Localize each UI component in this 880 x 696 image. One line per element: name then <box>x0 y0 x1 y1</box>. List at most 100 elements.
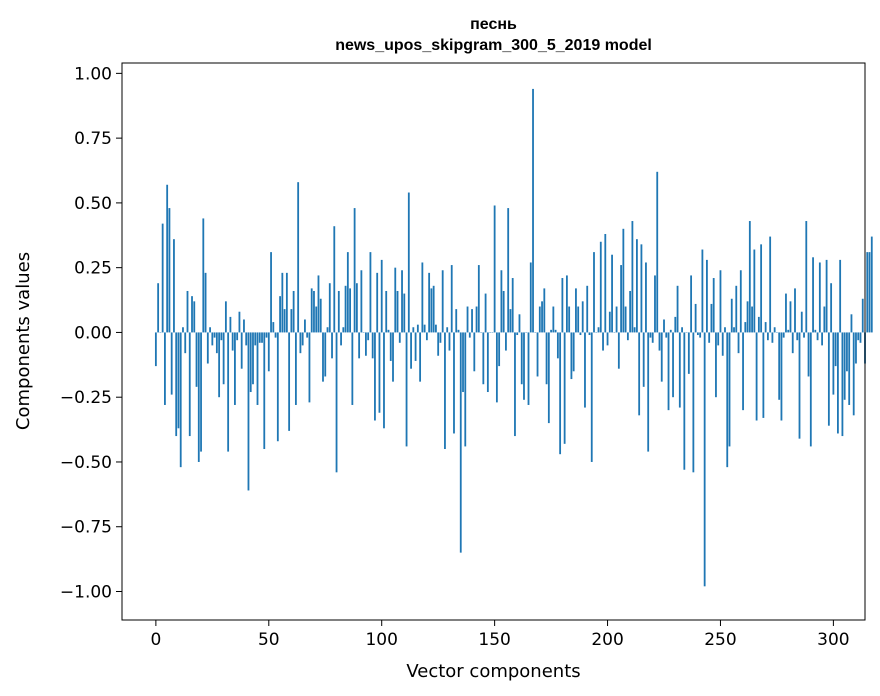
bar-172 <box>543 288 546 333</box>
bar-42 <box>249 332 252 393</box>
bar-185 <box>572 332 575 372</box>
bar-294 <box>818 262 821 333</box>
bar-310 <box>855 332 857 364</box>
bar-24 <box>209 327 211 333</box>
bar-124 <box>435 324 437 333</box>
bar-26 <box>213 332 216 338</box>
bar-73 <box>319 298 322 333</box>
bar-237 <box>690 275 693 333</box>
bar-64 <box>299 332 302 354</box>
bar-233 <box>681 327 683 333</box>
bar-4 <box>164 332 166 405</box>
bar-316 <box>868 252 871 333</box>
bar-1 <box>157 283 160 333</box>
bar-171 <box>541 301 543 333</box>
bar-162 <box>520 332 523 385</box>
y-tick-label: −0.75 <box>60 518 112 538</box>
bar-167 <box>532 88 534 333</box>
bar-292 <box>814 329 817 333</box>
bar-87 <box>351 332 354 405</box>
bar-202 <box>611 254 613 333</box>
bar-72 <box>317 275 320 333</box>
bar-176 <box>552 306 555 333</box>
bar-161 <box>518 314 521 333</box>
bar-90 <box>358 332 361 359</box>
bar-243 <box>703 332 706 587</box>
bar-31 <box>224 301 227 333</box>
bar-287 <box>803 332 805 338</box>
bar-196 <box>597 327 600 333</box>
bar-210 <box>629 290 632 333</box>
x-axis-ticks: 0 50 100 150 200 250 300 <box>150 620 850 650</box>
bar-141 <box>473 332 476 372</box>
bar-115 <box>414 332 417 361</box>
bar-49 <box>265 332 268 338</box>
bar-300 <box>832 332 835 395</box>
bar-201 <box>608 311 611 333</box>
bar-105 <box>392 332 394 382</box>
bar-95 <box>369 252 372 333</box>
bar-111 <box>405 332 408 447</box>
bar-3 <box>161 223 164 333</box>
bar-104 <box>389 332 392 361</box>
bar-225 <box>663 319 665 333</box>
bar-122 <box>430 288 433 333</box>
bar-213 <box>636 239 638 333</box>
bar-315 <box>866 252 869 333</box>
bar-132 <box>453 332 455 434</box>
bar-151 <box>495 332 498 403</box>
bar-121 <box>428 272 431 333</box>
bar-265 <box>753 249 756 333</box>
bar-8 <box>173 239 175 333</box>
bar-239 <box>694 303 697 333</box>
bar-145 <box>482 332 485 385</box>
bar-248 <box>715 332 717 398</box>
bar-136 <box>462 332 464 393</box>
axes-frame <box>121 62 866 621</box>
bar-80 <box>335 332 338 473</box>
bar-48 <box>263 332 266 450</box>
x-tick-label: 200 <box>591 630 623 650</box>
bar-88 <box>353 208 356 333</box>
bar-219 <box>649 332 652 338</box>
bar-272 <box>769 236 772 333</box>
bar-228 <box>669 329 672 333</box>
bar-74 <box>322 332 324 382</box>
bar-34 <box>231 332 234 351</box>
x-tick-label: 0 <box>150 630 161 650</box>
bar-103 <box>387 329 390 333</box>
bar-305 <box>843 332 846 400</box>
bar-108 <box>398 332 401 343</box>
bar-85 <box>346 252 349 333</box>
bar-93 <box>365 332 367 356</box>
bar-86 <box>349 288 351 333</box>
bar-137 <box>464 332 467 447</box>
bar-154 <box>502 290 505 333</box>
bar-63 <box>297 182 300 333</box>
bar-173 <box>545 332 548 385</box>
bar-94 <box>367 332 370 341</box>
bar-270 <box>764 322 767 333</box>
bar-97 <box>374 332 376 421</box>
bar-139 <box>468 332 471 338</box>
bar-14 <box>186 290 189 333</box>
bar-153 <box>500 270 503 333</box>
bar-41 <box>247 332 250 491</box>
bar-165 <box>527 332 530 405</box>
bar-303 <box>839 259 842 333</box>
bar-78 <box>331 332 333 359</box>
bar-296 <box>823 306 826 333</box>
chart-subtitle: news_upos_skipgram_300_5_2019 model <box>335 37 652 54</box>
bar-297 <box>825 259 828 333</box>
bar-252 <box>724 327 726 333</box>
bar-257 <box>735 285 738 333</box>
bar-258 <box>737 332 740 354</box>
bar-246 <box>710 303 713 333</box>
bar-125 <box>437 332 440 356</box>
bar-255 <box>730 298 733 333</box>
y-axis-ticks: 1.00 0.75 0.50 0.25 0.00 −0.25 −0.50 −0.75 −1.00 <box>60 64 122 603</box>
bar-27 <box>215 332 218 354</box>
bar-230 <box>674 316 677 333</box>
bar-37 <box>238 311 241 333</box>
bar-263 <box>748 221 751 333</box>
